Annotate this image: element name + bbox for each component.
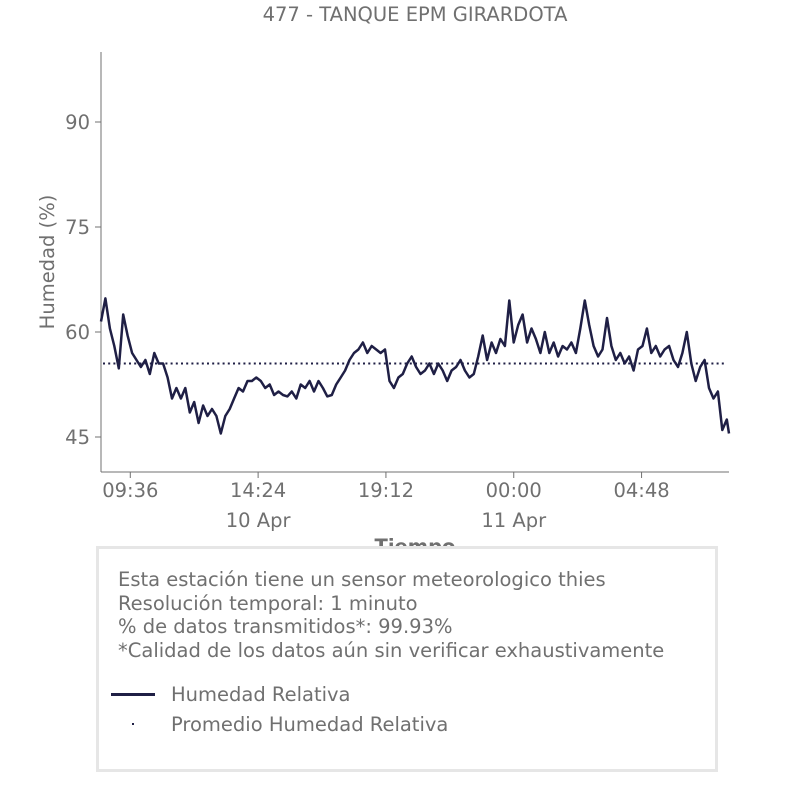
y-tick-label: 75 <box>65 216 90 239</box>
info-quality-note: *Calidad de los datos aún sin verificar … <box>118 638 665 662</box>
x-tick-label: 09:36 <box>102 479 158 502</box>
info-resolution-line: Resolución temporal: 1 minuto <box>118 591 418 615</box>
info-sensor-line: Esta estación tiene un sensor meteorolog… <box>118 568 606 591</box>
info-transmitted-line: % de datos transmitidos*: 99.93% <box>118 615 453 638</box>
x-tick-label: 04:48 <box>613 479 669 502</box>
legend-label-humidity: Humedad Relativa <box>171 682 351 706</box>
y-tick-label: 90 <box>65 111 90 134</box>
x-tick-label: 19:12 <box>358 479 414 502</box>
legend-label-average: Promedio Humedad Relativa <box>171 712 449 736</box>
legend-item-humidity: Humedad Relativa <box>111 682 351 706</box>
y-tick-label: 45 <box>65 426 90 449</box>
y-axis-label: Humedad (%) <box>36 195 59 330</box>
x-tick-label: 00:00 <box>486 479 542 502</box>
station-info: Esta estación tiene un sensor meteorolog… <box>118 568 664 662</box>
chart-title: 477 - TANQUE EPM GIRARDOTA <box>263 3 568 26</box>
x-date-label: 11 Apr <box>481 509 547 532</box>
y-tick-label: 60 <box>65 321 90 344</box>
info-legend-box: Esta estación tiene un sensor meteorolog… <box>96 546 718 772</box>
legend-line-symbol <box>111 682 157 706</box>
x-tick-label: 14:24 <box>230 479 286 502</box>
x-date-label: 10 Apr <box>226 509 292 532</box>
legend-item-average: Promedio Humedad Relativa <box>111 712 448 736</box>
humidity-series-line <box>99 297 731 435</box>
legend-dot-symbol <box>111 712 157 736</box>
